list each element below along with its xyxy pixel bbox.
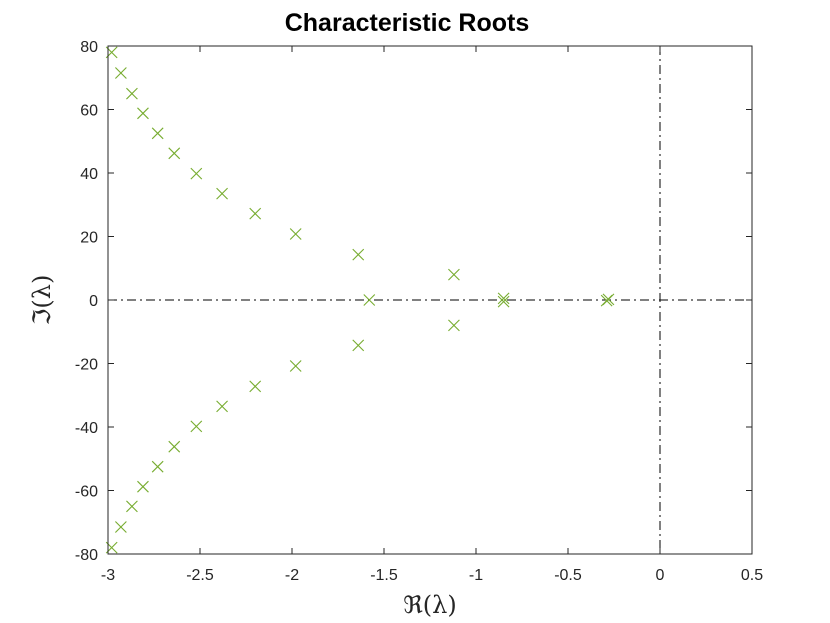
data-point — [352, 339, 365, 352]
data-point — [137, 480, 149, 493]
y-tick-label: 80 — [80, 39, 98, 56]
data-point — [448, 268, 460, 281]
y-tick-label: -20 — [75, 357, 98, 374]
chart-title: Characteristic Roots — [285, 9, 530, 37]
data-point — [352, 248, 365, 261]
data-point — [168, 440, 181, 453]
data-point — [151, 460, 164, 473]
x-tick-label: -2 — [285, 567, 299, 584]
data-point — [190, 420, 203, 433]
data-point — [249, 207, 262, 220]
data-point — [151, 127, 164, 140]
y-tick-label: 20 — [80, 230, 98, 247]
data-point — [168, 147, 181, 160]
y-axis-ticks: -80 -60 -40 -20 0 20 40 60 80 — [75, 39, 752, 564]
data-point — [190, 167, 203, 180]
data-point — [216, 187, 228, 200]
x-axis-ticks: -3 -2.5 -2 -1.5 -1 -0.5 0 0.5 — [101, 46, 763, 584]
data-point — [137, 107, 149, 120]
x-tick-label: -0.5 — [554, 567, 582, 584]
y-axis-label: ℑ(λ) — [28, 275, 56, 326]
data-point — [448, 319, 460, 332]
data-point — [249, 380, 262, 393]
y-tick-label: -40 — [75, 420, 98, 437]
x-tick-label: -1.5 — [370, 567, 398, 584]
data-point — [126, 87, 138, 100]
x-axis-label: ℜ(λ) — [403, 591, 456, 619]
x-tick-label: -1 — [469, 567, 483, 584]
data-point — [289, 228, 302, 240]
x-tick-label: -2.5 — [186, 567, 214, 584]
x-tick-label: -3 — [101, 567, 115, 584]
data-point — [114, 67, 127, 79]
x-tick-label: 0.5 — [741, 567, 763, 584]
y-tick-label: -80 — [75, 547, 98, 564]
data-point — [289, 360, 302, 372]
y-tick-label: 0 — [89, 293, 98, 310]
data-point — [497, 292, 510, 305]
data-point — [497, 295, 510, 308]
data-point — [363, 294, 376, 306]
y-tick-label: 60 — [80, 103, 98, 120]
data-point — [114, 521, 127, 533]
x-tick-label: 0 — [656, 567, 665, 584]
data-point — [126, 500, 138, 513]
data-point — [600, 294, 613, 307]
reference-lines — [108, 46, 752, 554]
y-tick-label: -60 — [75, 484, 98, 501]
data-markers — [105, 46, 615, 554]
y-tick-label: 40 — [80, 166, 98, 183]
data-point — [216, 400, 228, 413]
